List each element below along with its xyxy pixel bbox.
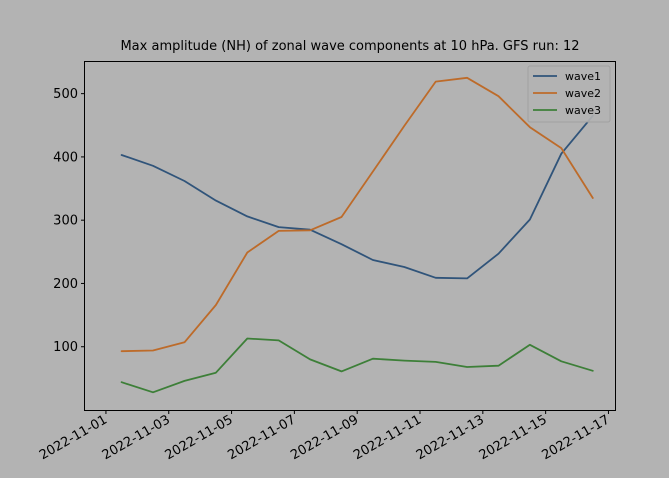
- x-tick-label: 2022-11-09: [288, 412, 361, 463]
- chart-title: Max amplitude (NH) of zonal wave compone…: [120, 39, 579, 54]
- series-lines: [120, 76, 594, 394]
- series-line-wave3: [120, 337, 594, 394]
- x-tick-label: 2022-11-01: [37, 412, 110, 463]
- x-tick-label: 2022-11-03: [100, 412, 173, 463]
- x-tick-label: 2022-11-05: [163, 412, 236, 463]
- plot-area: [84, 61, 616, 411]
- y-tick-label: 500: [53, 87, 78, 102]
- x-tick-label: 2022-11-11: [351, 412, 424, 463]
- x-axis: 2022-11-012022-11-032022-11-052022-11-07…: [37, 410, 612, 463]
- legend-box: [527, 65, 611, 123]
- x-tick-label: 2022-11-13: [414, 412, 487, 463]
- y-tick-label: 200: [53, 277, 78, 292]
- legend-label-wave2: wave2: [565, 87, 601, 100]
- y-tick-label: 400: [53, 150, 78, 165]
- series-line-wave1: [120, 114, 594, 280]
- legend: wave1 wave2 wave3: [527, 65, 611, 123]
- x-tick-label: 2022-11-15: [477, 412, 550, 463]
- series-line-wave2: [120, 76, 594, 353]
- legend-label-wave3: wave3: [565, 104, 601, 117]
- y-tick-label: 100: [53, 340, 78, 355]
- x-tick-label: 2022-11-17: [540, 412, 613, 463]
- x-tick-label: 2022-11-07: [225, 412, 298, 463]
- y-axis: 100 200 300 400 500: [53, 87, 85, 355]
- legend-label-wave1: wave1: [565, 70, 601, 83]
- y-tick-label: 300: [53, 214, 78, 229]
